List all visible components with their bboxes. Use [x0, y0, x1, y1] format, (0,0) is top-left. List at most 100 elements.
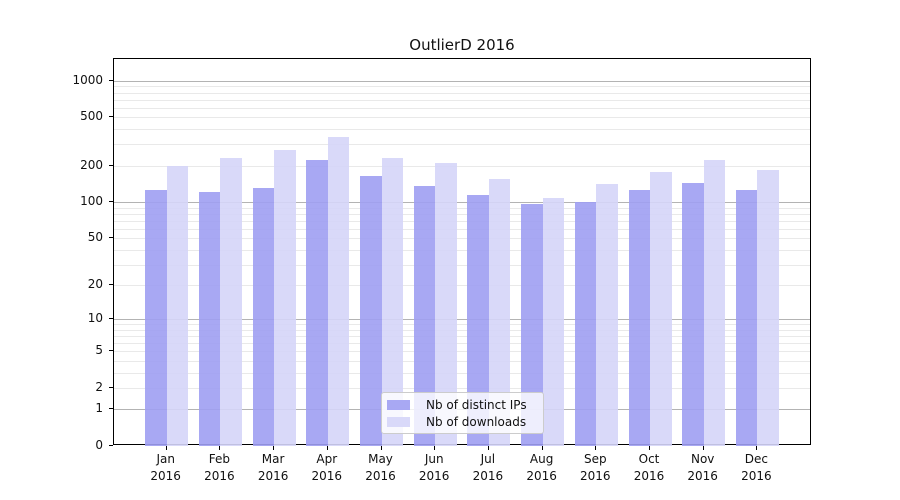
- gridline-major: [114, 80, 810, 82]
- gridline-minor: [114, 99, 810, 101]
- bar-downloads-feb: [220, 158, 242, 446]
- x-tick-label: Mar 2016: [241, 451, 305, 485]
- x-tick-month: Mar: [261, 452, 285, 466]
- x-tick-month: Jul: [480, 452, 496, 466]
- y-tick-label: 5: [95, 343, 103, 358]
- gridline-major: [114, 202, 810, 204]
- x-tick-year: 2016: [204, 469, 235, 483]
- bar-distinct-ips-jul: [467, 194, 489, 446]
- y-tick-label: 500: [80, 109, 103, 124]
- y-tick-label: 200: [80, 157, 103, 172]
- x-tick-label: Jan 2016: [134, 451, 198, 485]
- gridline-minor: [114, 213, 810, 215]
- x-tick-year: 2016: [687, 469, 718, 483]
- plot-area: [113, 58, 811, 446]
- y-tick: [109, 201, 113, 203]
- y-tick-label: 0: [95, 438, 103, 452]
- x-tick-year: 2016: [365, 469, 396, 483]
- y-tick: [109, 386, 113, 388]
- y-tick-label: 50: [87, 230, 103, 245]
- bar-downloads-nov: [703, 160, 726, 446]
- gridline-minor: [114, 387, 810, 389]
- bar-downloads-jun: [435, 163, 457, 446]
- legend-item-downloads: Nb of downloads: [387, 413, 537, 430]
- y-tick: [109, 408, 113, 410]
- x-tick-month: Feb: [208, 452, 231, 466]
- gridline-minor: [114, 144, 810, 146]
- x-tick: [273, 446, 275, 450]
- x-tick: [326, 446, 328, 450]
- bar-distinct-ips-jan: [145, 189, 167, 446]
- y-tick: [109, 79, 113, 81]
- bar-distinct-ips-apr: [306, 160, 328, 446]
- bar-distinct-ips-dec: [735, 189, 758, 446]
- gridline-minor: [114, 343, 810, 345]
- bar-distinct-ips-sep: [574, 202, 597, 446]
- gridline-minor: [114, 324, 810, 326]
- gridline-minor: [114, 86, 810, 88]
- y-tick-label: 2: [95, 379, 103, 394]
- y-tick-label: 10: [87, 311, 103, 326]
- bar-downloads-jul: [488, 179, 511, 446]
- bar-distinct-ips-aug: [521, 204, 543, 446]
- y-tick: [109, 445, 113, 446]
- x-tick-month: Oct: [638, 452, 660, 466]
- gridline-minor: [114, 238, 810, 240]
- x-tick-label: Apr 2016: [295, 451, 359, 485]
- x-tick-year: 2016: [633, 469, 665, 483]
- bar-downloads-oct: [650, 171, 672, 446]
- x-tick-month: Jan: [156, 452, 175, 466]
- x-tick-label: Aug 2016: [510, 451, 574, 485]
- bar-downloads-may: [381, 157, 403, 446]
- bar-downloads-jan: [166, 165, 189, 446]
- gridline-minor: [114, 207, 810, 209]
- y-tick-label: 1: [95, 401, 103, 416]
- y-tick: [109, 116, 113, 118]
- gridline-minor: [114, 360, 810, 362]
- x-tick-label: Jun 2016: [402, 451, 466, 485]
- gridline-minor: [114, 336, 810, 338]
- y-tick-label: 20: [87, 277, 103, 292]
- gridline-minor: [114, 107, 810, 109]
- x-tick-month: Dec: [744, 452, 768, 466]
- legend-label-distinct-ips: Nb of distinct IPs: [426, 397, 527, 412]
- x-tick: [487, 446, 489, 450]
- x-tick: [756, 446, 758, 450]
- gridline-minor: [114, 329, 810, 331]
- gridline-minor: [114, 129, 810, 131]
- x-tick-month: May: [368, 452, 393, 466]
- x-tick-year: 2016: [472, 469, 504, 483]
- bar-distinct-ips-mar: [252, 188, 275, 446]
- gridline-minor: [114, 372, 810, 374]
- y-tick: [109, 318, 113, 320]
- legend-item-distinct-ips: Nb of distinct IPs: [387, 396, 537, 413]
- gridline-minor: [114, 264, 810, 266]
- bar-distinct-ips-may: [360, 176, 382, 446]
- y-tick: [109, 237, 113, 239]
- x-tick: [702, 446, 704, 450]
- bar-distinct-ips-jun: [413, 185, 436, 446]
- bar-downloads-aug: [542, 198, 565, 446]
- x-tick-month: Apr: [316, 452, 338, 466]
- bar-downloads-dec: [757, 170, 779, 446]
- x-tick-label: Nov 2016: [671, 451, 735, 485]
- x-tick: [649, 446, 650, 450]
- x-tick-year: 2016: [741, 469, 772, 483]
- bar-distinct-ips-oct: [628, 190, 650, 446]
- x-tick: [165, 446, 167, 450]
- x-tick-year: 2016: [257, 469, 289, 483]
- x-tick-year: 2016: [580, 469, 611, 483]
- x-tick-year: 2016: [418, 469, 450, 483]
- x-tick-label: Oct 2016: [617, 451, 681, 485]
- gridline-minor: [114, 285, 810, 287]
- legend-swatch-downloads: [387, 416, 410, 427]
- chart-title: OutlierD 2016: [409, 36, 515, 54]
- x-tick: [595, 446, 597, 450]
- bar-downloads-mar: [274, 149, 296, 446]
- x-tick-label: May 2016: [349, 451, 413, 485]
- x-tick-month: Nov: [690, 452, 715, 466]
- y-tick-label: 1000: [72, 72, 103, 87]
- gridline-minor: [114, 220, 810, 222]
- x-tick-year: 2016: [526, 469, 557, 483]
